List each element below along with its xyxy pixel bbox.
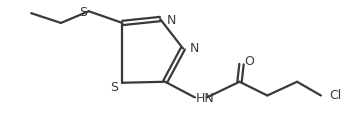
Text: N: N xyxy=(167,14,177,26)
Text: Cl: Cl xyxy=(329,89,341,102)
Text: HN: HN xyxy=(196,92,215,105)
Text: N: N xyxy=(190,42,199,55)
Text: S: S xyxy=(111,81,118,94)
Text: S: S xyxy=(79,6,87,19)
Text: O: O xyxy=(244,55,255,68)
